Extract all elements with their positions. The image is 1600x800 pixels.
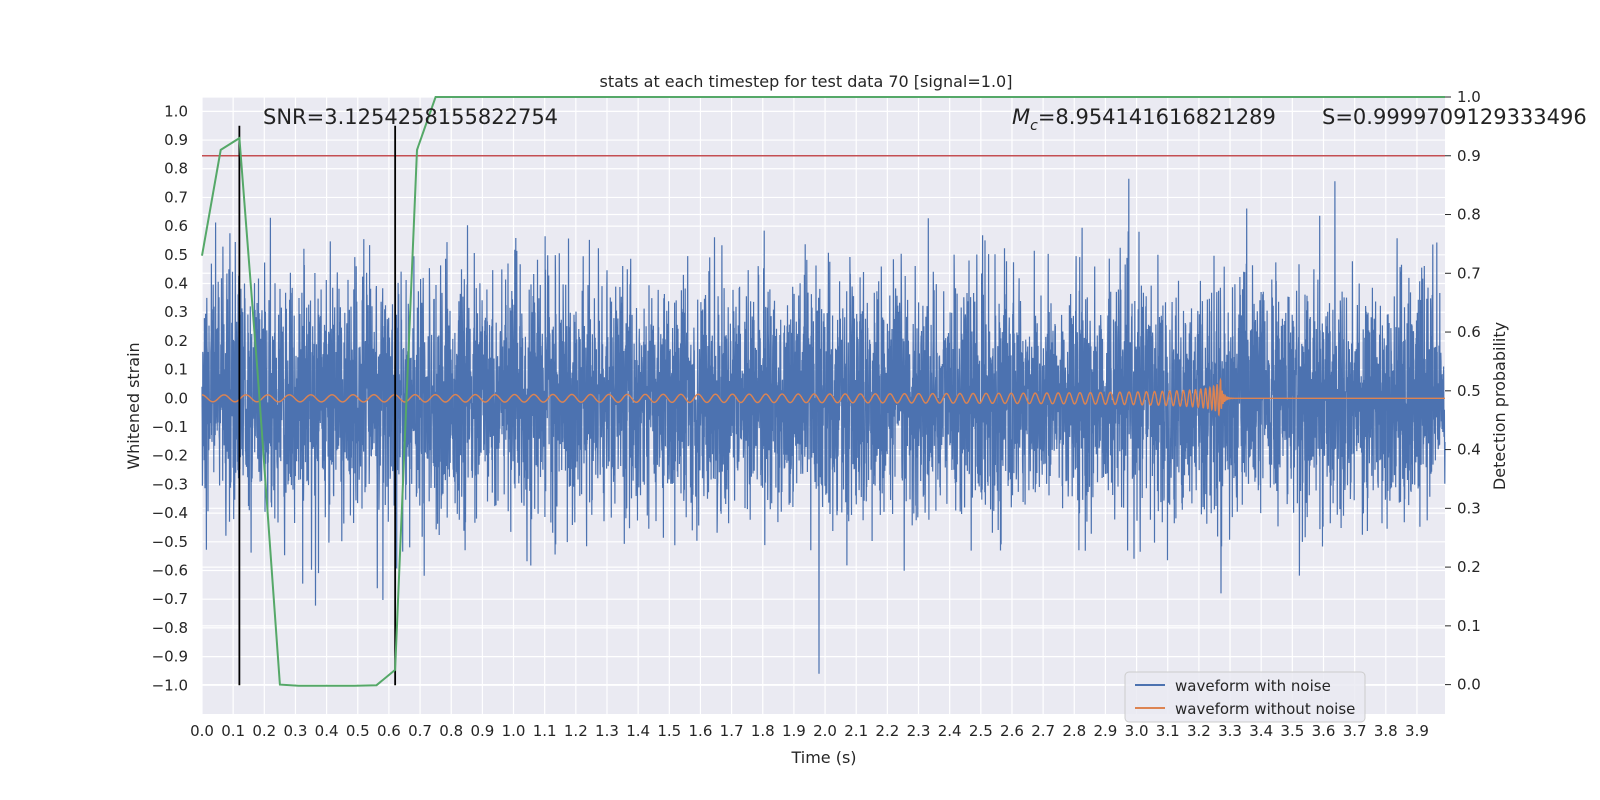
y-axis-label: Whitened strain bbox=[124, 342, 143, 469]
x-tick-label: 0.3 bbox=[284, 722, 308, 740]
x-tick-label: 1.4 bbox=[626, 722, 650, 740]
score-annotation: S=0.9999709129333496 bbox=[1322, 105, 1587, 129]
x-tick-label: 3.9 bbox=[1405, 722, 1429, 740]
chirp-mass-subscript: c bbox=[1030, 118, 1038, 134]
y2-tick-label: 0.7 bbox=[1457, 264, 1481, 282]
y-tick-label: 0.1 bbox=[164, 361, 188, 379]
y2-tick-label: 0.3 bbox=[1457, 499, 1481, 517]
y-tick-label: 0.9 bbox=[164, 131, 188, 149]
y-tick-label: −0.7 bbox=[152, 590, 188, 608]
x-tick-label: 2.5 bbox=[969, 722, 993, 740]
x-tick-label: 2.6 bbox=[1000, 722, 1024, 740]
legend: waveform with noise waveform without noi… bbox=[1124, 671, 1366, 723]
x-tick-label: 0.8 bbox=[439, 722, 463, 740]
x-tick-label: 3.1 bbox=[1156, 722, 1180, 740]
y-tick-label: −0.6 bbox=[152, 562, 188, 580]
y-tick-label: −0.5 bbox=[152, 533, 188, 551]
y-tick-label: 0.4 bbox=[164, 275, 188, 293]
y-tick-label: −0.3 bbox=[152, 475, 188, 493]
y-tick-label: 0.5 bbox=[164, 246, 188, 264]
y2-tick-label: 0.6 bbox=[1457, 323, 1481, 341]
series-waveform-without-noise bbox=[201, 377, 1445, 417]
x-tick-label: 3.3 bbox=[1218, 722, 1242, 740]
x-tick-label: 0.4 bbox=[315, 722, 339, 740]
clean-waveform-line bbox=[201, 377, 1445, 417]
legend-label-clean: waveform without noise bbox=[1175, 700, 1355, 718]
x-tick-label: 3.6 bbox=[1312, 722, 1336, 740]
x-tick-label: 2.9 bbox=[1094, 722, 1118, 740]
y-tick-label: −1.0 bbox=[152, 676, 188, 694]
x-tick-label: 0.9 bbox=[470, 722, 494, 740]
y-tick-label: −0.4 bbox=[152, 504, 188, 522]
x-tick-labels: 0.0 0.1 0.2 0.3 0.4 0.5 0.6 0.7 0.8 0.9 1.0 1.1 1.2 1… bbox=[190, 722, 1429, 740]
x-tick-label: 2.0 bbox=[813, 722, 837, 740]
y-tick-label: 1.0 bbox=[164, 102, 188, 120]
x-tick-label: 1.9 bbox=[782, 722, 806, 740]
x-tick-label: 0.1 bbox=[221, 722, 245, 740]
x-tick-label: 1.8 bbox=[751, 722, 775, 740]
y-tick-label: 0.8 bbox=[164, 160, 188, 178]
x-tick-label: 0.6 bbox=[377, 722, 401, 740]
y-tick-label: −0.2 bbox=[152, 447, 188, 465]
x-tick-label: 3.0 bbox=[1125, 722, 1149, 740]
x-tick-label: 0.5 bbox=[346, 722, 370, 740]
x-tick-label: 2.3 bbox=[907, 722, 931, 740]
series-detection-probability bbox=[201, 96, 1445, 687]
x-tick-label: 0.2 bbox=[252, 722, 276, 740]
y-tick-label: 0.3 bbox=[164, 303, 188, 321]
x-tick-label: 2.8 bbox=[1062, 722, 1086, 740]
y2-axis-label: Detection probability bbox=[1490, 322, 1509, 490]
x-tick-label: 2.1 bbox=[844, 722, 868, 740]
x-tick-label: 1.1 bbox=[533, 722, 557, 740]
y-tick-label: 0.6 bbox=[164, 217, 188, 235]
y-tick-label: 0.7 bbox=[164, 188, 188, 206]
window-markers bbox=[238, 125, 397, 686]
detection-probability-line bbox=[201, 96, 1445, 687]
x-tick-label: 1.2 bbox=[564, 722, 588, 740]
x-tick-label: 3.7 bbox=[1343, 722, 1367, 740]
x-tick-label: 3.8 bbox=[1374, 722, 1398, 740]
y-tick-label: −0.1 bbox=[152, 418, 188, 436]
chart-title: stats at each timestep for test data 70 … bbox=[600, 72, 1013, 91]
x-tick-label: 2.4 bbox=[938, 722, 962, 740]
x-tick-label: 0.0 bbox=[190, 722, 214, 740]
y-tick-label: −0.9 bbox=[152, 648, 188, 666]
y2-tick-label: 0.9 bbox=[1457, 147, 1481, 165]
chirp-mass-annotation: Mc=8.954141616821289 bbox=[1012, 105, 1276, 134]
y2-tick-label: 0.2 bbox=[1457, 558, 1481, 576]
y2-tick-label: 1.0 bbox=[1457, 88, 1481, 106]
chirp-mass-symbol: M bbox=[1012, 105, 1030, 129]
x-tick-label: 1.3 bbox=[595, 722, 619, 740]
y2-tick-label: 0.8 bbox=[1457, 206, 1481, 224]
y-tick-label: 0.2 bbox=[164, 332, 188, 350]
y-tick-label: 0.0 bbox=[164, 389, 188, 407]
x-tick-label: 3.5 bbox=[1280, 722, 1304, 740]
y-tick-labels: 1.0 0.9 0.8 0.7 0.6 0.5 0.4 0.3 0.2 0.1 0.0 −0.1 −0.… bbox=[152, 102, 188, 694]
y-tick-label: −0.8 bbox=[152, 619, 188, 637]
x-tick-label: 1.0 bbox=[502, 722, 526, 740]
y2-tick-label: 0.5 bbox=[1457, 382, 1481, 400]
x-axis-label: Time (s) bbox=[790, 748, 856, 767]
x-tick-label: 3.4 bbox=[1249, 722, 1273, 740]
y2-tick-label: 0.1 bbox=[1457, 617, 1481, 635]
y2-tick-label: 0.0 bbox=[1457, 676, 1481, 694]
x-tick-label: 1.7 bbox=[720, 722, 744, 740]
x-tick-label: 2.2 bbox=[875, 722, 899, 740]
legend-label-noisy: waveform with noise bbox=[1175, 677, 1331, 695]
x-tick-label: 0.7 bbox=[408, 722, 432, 740]
x-tick-label: 1.5 bbox=[657, 722, 681, 740]
snr-annotation: SNR=3.1254258155822754 bbox=[263, 105, 558, 129]
y2-tick-label: 0.4 bbox=[1457, 441, 1481, 459]
x-tick-label: 2.7 bbox=[1031, 722, 1055, 740]
legend-box bbox=[1124, 671, 1366, 723]
x-tick-label: 1.6 bbox=[689, 722, 713, 740]
x-tick-label: 3.2 bbox=[1187, 722, 1211, 740]
chirp-mass-value: =8.954141616821289 bbox=[1038, 105, 1276, 129]
y2-tick-labels: 1.0 0.9 0.8 0.7 0.6 0.5 0.4 0.3 0.2 0.1 0.0 bbox=[1445, 88, 1481, 694]
